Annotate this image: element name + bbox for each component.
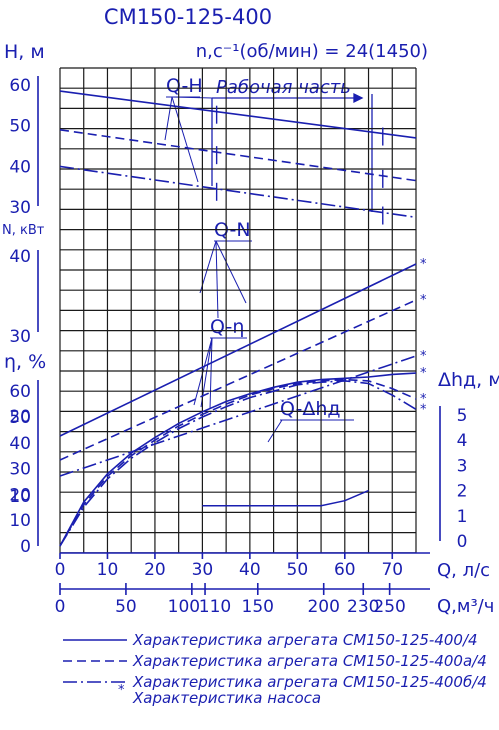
x2-tick-label: 250 [373, 597, 405, 617]
head-curve [59, 165, 417, 219]
chart-grid [59, 67, 417, 554]
pump-point-marker: * [420, 366, 427, 381]
power-curve [59, 355, 417, 477]
efficiency-tick-label: 50 [9, 408, 31, 428]
npsh-tick-label: 3 [457, 456, 468, 476]
efficiency-tick-label: 20 [9, 485, 31, 505]
efficiency-curve [59, 372, 417, 547]
x-tick-label: 20 [144, 560, 166, 580]
q-h-label: Q-H [166, 75, 203, 97]
chart-subtitle: n,c⁻¹(об/мин) = 24(1450) [196, 41, 428, 62]
work-zone-bracket [211, 92, 373, 212]
x2-tick-label: 150 [242, 597, 274, 617]
legend-label: Характеристика агрегата СМ150-125-400б/4 [132, 673, 487, 691]
pump-point-marker: * [420, 402, 427, 417]
chart-title: СМ150-125-400 [104, 5, 272, 29]
npsh-tick-label: 2 [457, 482, 468, 502]
head-curve [59, 90, 417, 139]
head-tick-label: 30 [9, 198, 31, 218]
x-tick-label: 70 [381, 560, 403, 580]
power-tick-label: 10 [9, 487, 31, 507]
power-curve [59, 299, 417, 461]
power-axis-label: N, кВт [2, 223, 45, 238]
work-zone-label: Рабочая часть [216, 77, 351, 98]
npsh-tick-label: 1 [457, 507, 468, 527]
x2-tick-label: 100 [168, 597, 200, 617]
x2-axis-label: Q,м³/ч [437, 596, 494, 617]
efficiency-curve [59, 380, 417, 547]
head-tick-label: 60 [9, 76, 31, 96]
npsh-tick-label: 0 [457, 532, 468, 552]
x-tick-label: 40 [239, 560, 261, 580]
power-curve [59, 263, 417, 437]
efficiency-tick-label: 0 [20, 537, 31, 557]
pump-point-marker: * [420, 293, 427, 308]
legend-label: Характеристика насоса [132, 689, 321, 707]
pump-point-marker: * [420, 257, 427, 272]
chart-axes [37, 76, 441, 595]
efficiency-curve [59, 378, 417, 547]
head-tick-label: 40 [9, 157, 31, 177]
power-tick-label: 20 [9, 407, 31, 427]
legend-swatch: * [118, 683, 125, 698]
efficiency-tick-label: 60 [9, 382, 31, 402]
efficiency-tick-label: 10 [9, 511, 31, 531]
x2-tick-label: 230 [347, 597, 379, 617]
x2-tick-label: 200 [307, 597, 339, 617]
head-curve [59, 129, 417, 182]
npsh-tick-label: 5 [457, 406, 468, 426]
power-tick-label: 30 [9, 327, 31, 347]
npsh-axis-label: Δhд, м [438, 369, 499, 391]
x-tick-label: 30 [192, 560, 214, 580]
efficiency-tick-label: 40 [9, 434, 31, 454]
pump-point-marker: * [420, 392, 427, 407]
x2-tick-label: 0 [55, 597, 66, 617]
x-axis-label: Q, л/с [437, 560, 490, 581]
x2-tick-label: 110 [199, 597, 231, 617]
data-curves: ****** [59, 90, 427, 547]
npsh-curve [202, 489, 369, 507]
legend: Характеристика агрегата СМ150-125-400/4 Х… [63, 631, 487, 707]
x-tick-label: 50 [287, 560, 309, 580]
npsh-tick-label: 4 [457, 431, 468, 451]
x-tick-label: 10 [97, 560, 119, 580]
power-tick-label: 40 [9, 247, 31, 267]
q-dh-label: Q-Δhд [280, 398, 341, 420]
head-axis-label: H, м [4, 41, 45, 63]
x-tick-label: 0 [55, 560, 66, 580]
pump-point-marker: * [420, 349, 427, 364]
efficiency-axis-label: η, % [4, 351, 46, 373]
x2-tick-label: 50 [115, 597, 137, 617]
head-tick-label: 50 [9, 117, 31, 137]
x-tick-label: 60 [334, 560, 356, 580]
efficiency-tick-label: 30 [9, 460, 31, 480]
q-eta-label: Q-η [210, 316, 244, 338]
legend-label: Характеристика агрегата СМ150-125-400а/4 [132, 652, 487, 670]
legend-label: Характеристика агрегата СМ150-125-400/4 [132, 631, 478, 649]
